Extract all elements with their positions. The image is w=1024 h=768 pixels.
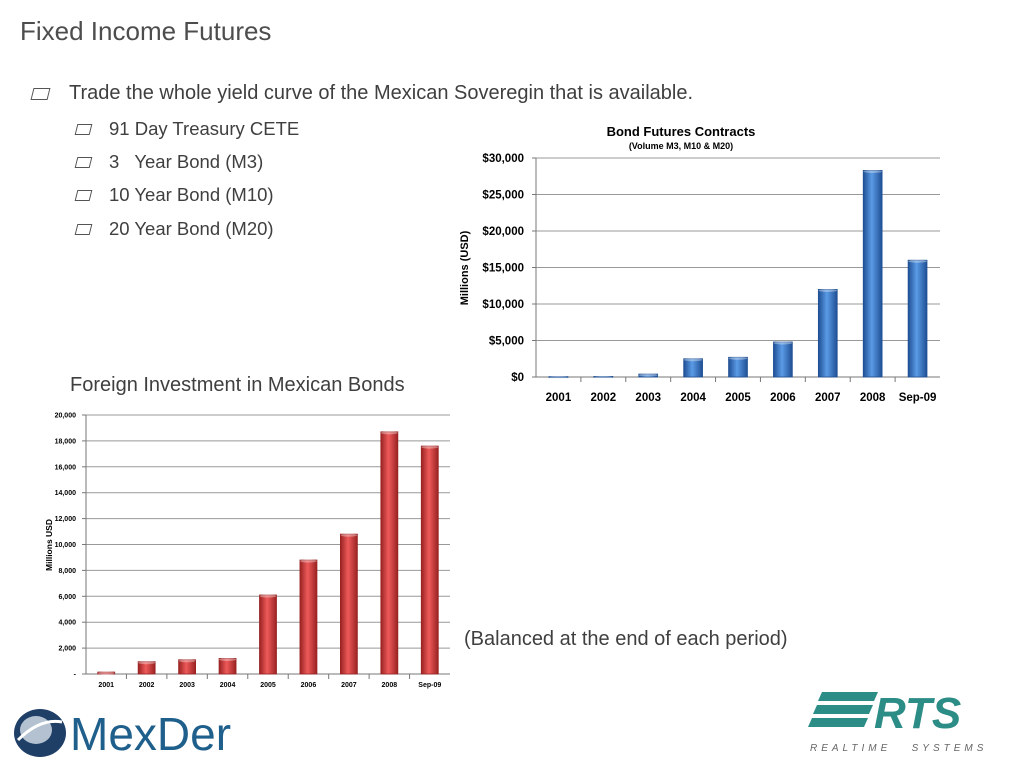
bullet-text: Trade the whole yield curve of the Mexic… — [69, 82, 694, 104]
y-tick-label: $5,000 — [489, 336, 524, 348]
bullet-text: 91 Day Treasury CETE — [109, 118, 300, 139]
bar-2004 — [683, 358, 703, 378]
bar-highlight — [97, 671, 115, 675]
bar-2004 — [218, 658, 237, 675]
rts-tagline: REALTIME SYSTEMS — [810, 743, 987, 754]
bar-highlight — [421, 445, 439, 449]
y-tick-label: $10,000 — [482, 299, 524, 311]
balanced-note: (Balanced at the end of each period) — [464, 628, 788, 650]
bullet-sub: 10 Year Bond (M10) — [74, 184, 274, 206]
bar-2001 — [97, 671, 116, 675]
y-tick-label: 18,000 — [55, 438, 77, 445]
x-tick-label: 2002 — [139, 682, 155, 689]
bar-highlight — [773, 341, 793, 345]
x-tick-label: 2003 — [179, 682, 195, 689]
x-tick-label: 2007 — [341, 682, 357, 689]
foreign-investment-title: Foreign Investment in Mexican Bonds — [70, 374, 405, 396]
y-tick-label: 4,000 — [58, 620, 76, 627]
bar-2006 — [773, 341, 793, 378]
bar-highlight — [219, 657, 237, 661]
x-tick-label: 2004 — [680, 392, 706, 404]
bar-Sep-09 — [420, 445, 439, 675]
y-tick-label: $15,000 — [482, 263, 524, 275]
bar-highlight — [380, 431, 398, 435]
bar-highlight — [259, 594, 277, 598]
rts-logo: RTS REALTIME SYSTEMS — [808, 689, 987, 754]
bar-highlight — [683, 358, 703, 362]
bar-2002 — [593, 376, 614, 378]
y-tick-label: 12,000 — [55, 516, 77, 523]
y-tick-label: 16,000 — [55, 464, 77, 471]
x-tick-label: 2001 — [546, 392, 572, 404]
y-tick-label: 20,000 — [55, 412, 77, 419]
y-tick-label: $25,000 — [482, 190, 524, 202]
x-tick-label: 2001 — [98, 682, 114, 689]
x-tick-label: 2004 — [220, 682, 236, 689]
mexder-logo: MexDer — [14, 708, 231, 760]
bar-2002 — [137, 661, 156, 675]
x-tick-label: 2003 — [635, 392, 661, 404]
x-tick-label: 2002 — [591, 392, 617, 404]
bar-2008 — [380, 431, 399, 675]
bar-highlight — [299, 559, 317, 563]
bar-highlight — [593, 375, 613, 379]
bullet-text: 3 Year Bond (M3) — [109, 151, 264, 172]
bar-highlight — [340, 533, 358, 537]
mexder-wordmark: MexDer — [70, 708, 231, 760]
bar-2005 — [728, 356, 748, 378]
bar-Sep-09 — [907, 259, 928, 378]
bar-highlight — [818, 288, 838, 292]
bar-highlight — [863, 169, 883, 173]
y-tick-label: $30,000 — [482, 153, 524, 165]
x-tick-label: 2006 — [301, 682, 317, 689]
bar-highlight — [908, 259, 927, 263]
bar-2007 — [817, 288, 838, 378]
bar-2003 — [178, 659, 197, 675]
y-tick-label: 2,000 — [58, 646, 76, 653]
bar-highlight — [178, 659, 196, 663]
x-tick-label: 2005 — [260, 682, 276, 689]
rts-wordmark: RTS — [874, 689, 961, 738]
y-axis-label: Millions USD — [44, 519, 54, 571]
bullet-text: 20 Year Bond (M20) — [109, 218, 274, 239]
x-tick-label: 2006 — [770, 392, 796, 404]
y-tick-label: - — [74, 671, 77, 678]
y-axis-label: Millions (USD) — [459, 230, 471, 305]
x-tick-label: 2008 — [382, 682, 398, 689]
y-tick-label: 6,000 — [58, 594, 76, 601]
bar-highlight — [549, 376, 568, 380]
bullet-sub: 91 Day Treasury CETE — [74, 118, 300, 140]
bullet-main: Trade the whole yield curve of the Mexic… — [30, 82, 694, 105]
x-tick-label: 2005 — [725, 392, 751, 404]
bar-2003 — [638, 373, 659, 378]
y-tick-label: 14,000 — [55, 490, 77, 497]
y-tick-label: $0 — [511, 372, 524, 384]
bar-2008 — [862, 170, 883, 378]
bullet-text: 10 Year Bond (M10) — [109, 184, 274, 205]
bar-2006 — [299, 559, 318, 675]
bar-highlight — [728, 356, 748, 360]
bar-2007 — [339, 533, 358, 675]
x-tick-label: 2008 — [860, 392, 886, 404]
x-tick-label: Sep-09 — [899, 392, 937, 404]
bar-2001 — [548, 376, 569, 379]
chart-title: Bond Futures Contracts — [607, 124, 756, 139]
bar-highlight — [138, 661, 156, 665]
y-tick-label: $20,000 — [482, 226, 524, 238]
slide-title: Fixed Income Futures — [20, 16, 272, 46]
bullet-sub: 3 Year Bond (M3) — [74, 151, 264, 173]
x-tick-label: Sep-09 — [418, 682, 441, 689]
x-tick-label: 2007 — [815, 392, 841, 404]
bar-highlight — [638, 373, 658, 377]
bar-2005 — [259, 594, 277, 675]
rts-stripes-icon — [808, 692, 878, 727]
y-tick-label: 10,000 — [55, 542, 77, 549]
y-tick-label: 8,000 — [58, 568, 76, 575]
bullet-sub: 20 Year Bond (M20) — [74, 218, 274, 240]
chart-subtitle: (Volume M3, M10 & M20) — [629, 141, 733, 151]
